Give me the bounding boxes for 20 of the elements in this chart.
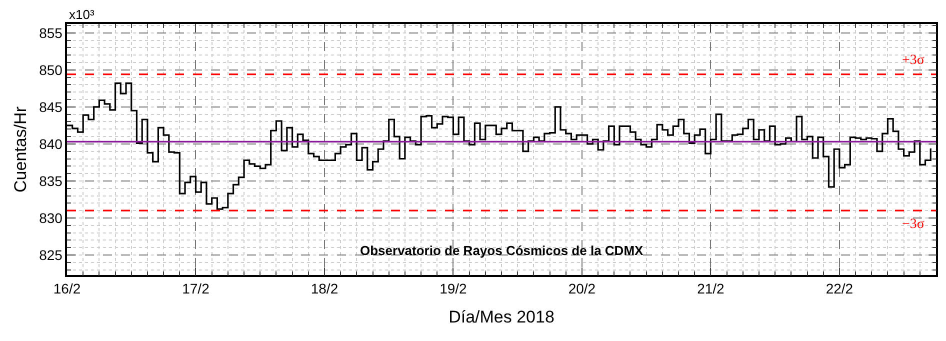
ref-line-label: −3σ [902, 217, 925, 232]
y-axis-title: Cuentas/Hr [11, 106, 30, 192]
y-tick-label: 830 [39, 210, 63, 226]
x-tick-label: 21/2 [697, 280, 725, 297]
y-tick-label: 855 [39, 24, 63, 41]
x-tick-label: 18/2 [310, 280, 338, 297]
y-tick-label: 840 [39, 136, 63, 152]
text: x10³ [69, 7, 95, 22]
x-tick-label: 17/2 [182, 280, 210, 297]
ref-line-label: +3σ [902, 53, 925, 68]
x-tick-label: 16/2 [53, 280, 81, 297]
y-tick-label: 845 [39, 98, 63, 115]
x-tick-label: 19/2 [440, 280, 468, 297]
x-axis-title: Día/Mes 2018 [448, 307, 554, 326]
y-tick-label: 850 [39, 62, 63, 78]
y-tick-label: 835 [39, 172, 63, 189]
text: Observatorio de Rayos Cósmicos de la CDMX [360, 243, 644, 258]
x-tick-label: 20/2 [568, 280, 596, 297]
x-tick-label: 22/2 [826, 280, 854, 297]
y-tick-label: 825 [39, 246, 63, 263]
